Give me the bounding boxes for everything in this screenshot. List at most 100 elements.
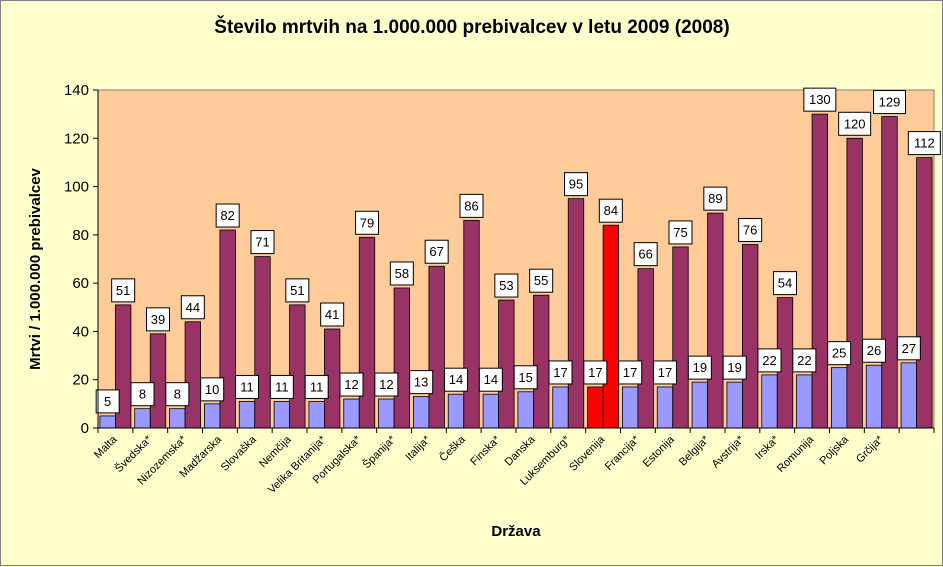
bar-second-nizozemska — [184, 321, 201, 429]
data-label-first-portugalska: 12 — [344, 377, 358, 392]
data-label-second-nemcija-box — [285, 278, 310, 303]
bar-first-malta — [99, 415, 116, 429]
data-label-first-ceska: 14 — [449, 372, 463, 387]
data-label-first-poljska: 25 — [832, 346, 846, 361]
bar-second-svedska — [149, 333, 167, 429]
data-label-first-irska-box — [757, 348, 782, 373]
x-tick-label-italija: Italija* — [403, 433, 433, 463]
data-label-first-portugalska-box — [339, 372, 364, 397]
bar-first-luksemburg — [552, 386, 569, 429]
bar-first-irska — [761, 374, 778, 429]
bar-second-luksemburg — [567, 198, 585, 429]
x-tick-label-malta: Malta — [92, 433, 120, 461]
data-label-second-slovenija-box — [598, 198, 623, 223]
bar-second-danska — [533, 294, 550, 429]
data-label-second-italija-box — [424, 239, 449, 264]
data-label-first-slovaska: 11 — [240, 379, 254, 394]
bar-second-belgija — [707, 212, 724, 429]
y-tick-label: 20 — [72, 372, 89, 389]
data-label-second-extra-23-box — [907, 131, 941, 156]
x-tick-label-slovenija: Slovenija — [567, 433, 608, 474]
bar-second-slovaska — [254, 256, 271, 429]
bar-second-ceska — [463, 219, 480, 429]
bar-first-avstrija — [726, 381, 743, 429]
data-label-second-ceska: 86 — [464, 198, 478, 213]
x-tick-label-grcija: Grčija* — [854, 433, 886, 465]
data-label-first-belgija-box — [687, 355, 712, 380]
data-label-second-portugalska: 79 — [360, 215, 374, 230]
y-tick-label: 100 — [64, 179, 89, 196]
bar-first-slovenija — [587, 386, 604, 429]
data-label-first-nemcija-box — [269, 374, 294, 399]
y-tick-label: 60 — [72, 275, 89, 292]
x-tick-label-slovaska: Slovaška — [219, 433, 260, 474]
bar-first-svedska — [134, 408, 151, 429]
bar-second-extra-23 — [916, 157, 933, 429]
data-label-first-romunija-box — [792, 348, 817, 373]
data-label-second-extra-23: 112 — [914, 136, 935, 151]
bar-second-grcija — [881, 116, 898, 429]
data-label-first-finska: 14 — [484, 372, 498, 387]
bar-first-estonija — [656, 386, 674, 429]
data-label-second-velika-britanija-box — [320, 302, 345, 327]
bar-first-grcija — [865, 364, 883, 429]
data-label-first-spanija: 12 — [379, 377, 393, 392]
data-label-second-poljska-box — [838, 111, 872, 136]
data-label-first-svedska-box — [130, 382, 155, 407]
data-labels-group: 5 51 8 39 8 44 10 82 11 71 11 51 11 41 12 79 12 58 13 67 14 8… — [95, 87, 941, 414]
bar-first-spanija — [378, 398, 395, 429]
data-label-second-luksemburg: 95 — [569, 177, 583, 192]
y-tick-label: 140 — [64, 82, 89, 99]
data-label-second-madzarska-box — [215, 203, 240, 228]
data-label-second-finska: 53 — [499, 278, 513, 293]
data-label-first-francija-box — [618, 360, 643, 385]
data-label-first-grcija-box — [862, 338, 886, 363]
data-label-first-extra-23: 27 — [902, 341, 916, 356]
data-label-second-velika-britanija: 41 — [325, 307, 339, 322]
bar-first-francija — [622, 386, 639, 429]
bar-first-slovaska — [238, 401, 256, 429]
data-label-first-estonija-box — [653, 360, 677, 385]
x-tick-label-estonija: Estonija — [641, 433, 678, 470]
data-label-first-grcija: 26 — [867, 343, 881, 358]
y-tick-label: 120 — [64, 130, 89, 147]
x-tick-label-finska: Finska* — [468, 433, 503, 468]
bar-first-italija — [413, 396, 430, 429]
data-label-first-estonija: 17 — [658, 365, 672, 380]
bar-second-nemcija — [289, 304, 306, 429]
data-label-second-italija: 67 — [429, 244, 443, 259]
x-tick-label-spanija: Španija* — [360, 432, 399, 471]
data-label-second-svedska: 39 — [151, 312, 165, 327]
data-label-first-italija: 13 — [414, 375, 428, 390]
bar-second-poljska — [846, 137, 863, 429]
data-label-first-luksemburg-box — [548, 360, 573, 385]
bar-second-francija — [637, 268, 654, 429]
data-label-second-irska-box — [773, 271, 797, 296]
data-label-second-spanija: 58 — [395, 266, 409, 281]
data-label-second-estonija-box — [668, 220, 693, 245]
y-axis-title: Mrtvi / 1.000.000 prebivalcev — [27, 167, 44, 369]
data-label-second-spanija-box — [389, 261, 414, 286]
data-label-first-slovenija: 17 — [588, 365, 602, 380]
data-label-second-madzarska: 82 — [220, 208, 234, 223]
data-label-second-nemcija: 51 — [290, 283, 304, 298]
data-label-second-ceska-box — [459, 193, 484, 218]
data-label-second-slovaska: 71 — [255, 235, 269, 250]
data-label-second-malta: 51 — [116, 283, 130, 298]
bar-first-poljska — [831, 367, 848, 429]
y-tick-label: 0 — [81, 420, 89, 437]
x-axis-title: Država — [491, 523, 541, 540]
data-label-second-avstrija-box — [738, 218, 763, 243]
data-label-first-velika-britanija-box — [304, 374, 329, 399]
bar-first-danska — [517, 391, 534, 429]
bar-second-romunija — [811, 113, 828, 429]
data-label-first-nizozemska: 8 — [174, 387, 181, 402]
data-label-first-malta-box — [95, 389, 120, 414]
data-label-first-avstrija-box — [722, 355, 747, 380]
data-label-second-danska-box — [529, 268, 554, 293]
data-label-first-malta: 5 — [104, 394, 111, 409]
data-label-first-avstrija: 19 — [727, 360, 741, 375]
bar-first-romunija — [796, 374, 813, 429]
